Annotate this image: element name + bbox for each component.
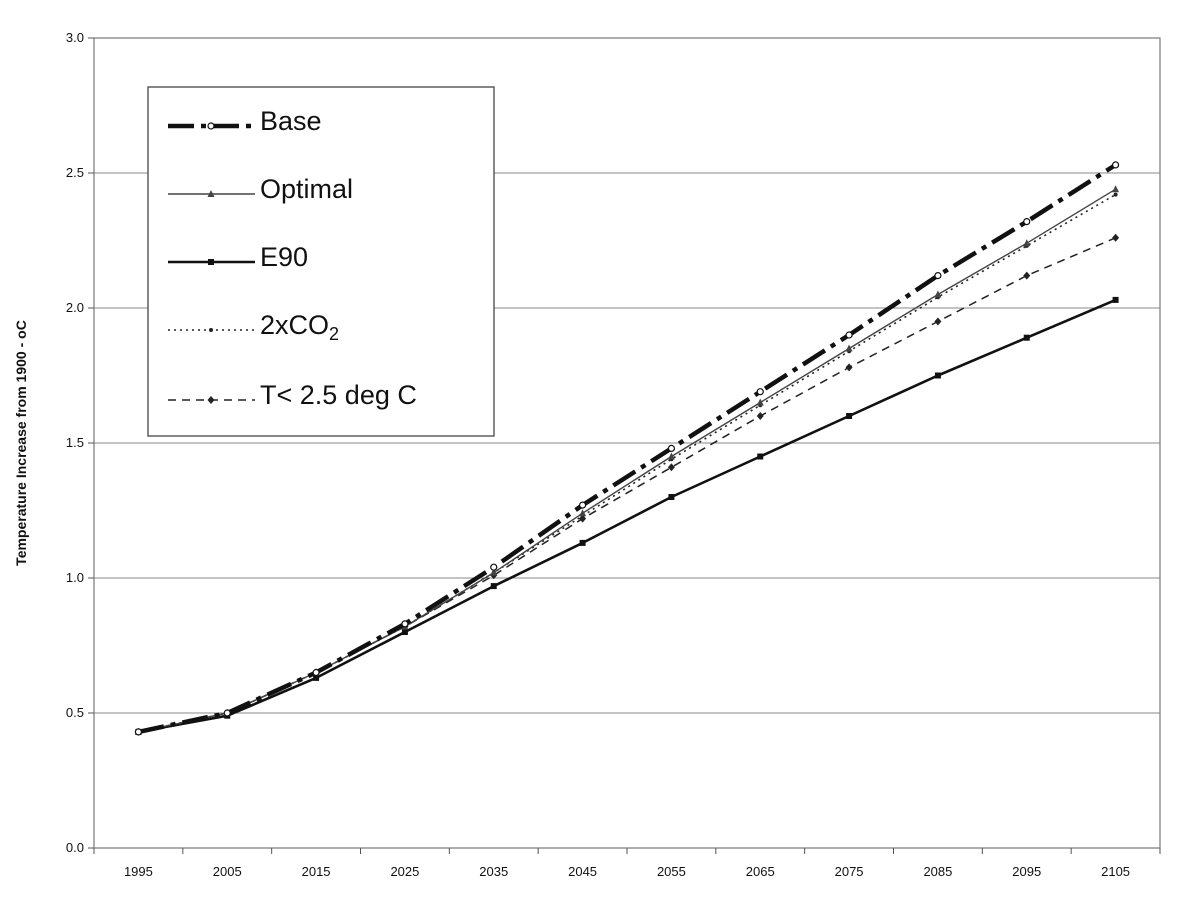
data-point [207, 122, 215, 130]
data-point [1023, 271, 1031, 280]
x-tick-label: 2055 [657, 864, 686, 879]
legend-label: T< 2.5 deg C [260, 380, 417, 410]
data-point [207, 396, 215, 404]
y-tick-label: 2.0 [66, 300, 84, 315]
data-point [756, 398, 764, 406]
x-axis-ticks: 1995 2005 2015 2025 2035 2045 2055 2065 2075 2085… [93, 848, 1161, 879]
data-point [1112, 185, 1120, 193]
data-point [1023, 218, 1031, 226]
legend-label: Base [260, 106, 322, 136]
data-point [757, 453, 764, 460]
data-point [134, 728, 143, 736]
data-point [934, 290, 942, 298]
legend-label: E90 [260, 242, 308, 272]
x-tick-label: 1995 [124, 864, 153, 879]
legend-label: Optimal [260, 174, 353, 204]
y-tick-label: 0.0 [66, 840, 84, 855]
data-point [313, 674, 320, 681]
data-point [1112, 296, 1119, 303]
data-point [667, 444, 676, 452]
series-line [137, 163, 1117, 735]
data-point [756, 412, 764, 420]
x-tick-label: 2095 [1012, 864, 1041, 879]
data-point [401, 620, 409, 628]
y-tick-label: 0.5 [66, 705, 84, 720]
data-point [223, 709, 231, 717]
data-point [1023, 334, 1030, 341]
data-point [1113, 192, 1118, 197]
y-axis-label: Temperature Increase from 1900 - oC [13, 320, 29, 566]
series-base [134, 161, 1120, 736]
data-point [934, 272, 942, 280]
x-tick-label: 2075 [835, 864, 864, 879]
data-point [845, 344, 853, 352]
data-point [845, 331, 853, 339]
y-tick-label: 1.0 [66, 570, 84, 585]
x-tick-label: 2025 [390, 864, 419, 879]
series-line [138, 298, 1117, 734]
data-point [667, 452, 675, 460]
data-point [1111, 161, 1120, 169]
data-point [490, 568, 498, 576]
x-tick-label: 2015 [302, 864, 331, 879]
data-point [578, 501, 587, 509]
series-lines [134, 161, 1120, 736]
y-tick-label: 2.5 [66, 165, 84, 180]
data-point [207, 190, 215, 197]
data-point [312, 668, 320, 677]
data-point [401, 629, 408, 635]
data-point [208, 259, 214, 265]
x-tick-label: 2085 [923, 864, 952, 879]
data-point [845, 363, 853, 372]
y-axis-ticks: 0.0 0.5 1.0 1.5 2.0 2.5 3.0 [66, 30, 94, 855]
x-tick-label: 2035 [479, 864, 508, 879]
data-point [490, 563, 498, 571]
legend: Base Optimal E90 2xCO2 T< 2.5 deg C [147, 86, 495, 437]
data-point [668, 494, 675, 500]
data-point [1112, 233, 1120, 242]
x-tick-label: 2005 [213, 864, 242, 879]
data-point [490, 583, 497, 590]
x-tick-label: 2065 [746, 864, 775, 879]
data-point [1023, 239, 1031, 247]
legend-label: 2xCO2 [260, 310, 339, 344]
y-tick-label: 1.5 [66, 435, 84, 450]
data-point [934, 317, 942, 326]
x-tick-label: 2105 [1101, 864, 1130, 879]
data-point [667, 463, 675, 472]
y-tick-label: 3.0 [66, 30, 84, 45]
data-point [579, 509, 587, 517]
data-point [756, 388, 764, 396]
data-point [209, 328, 213, 332]
data-point [579, 539, 586, 546]
x-tick-label: 2045 [568, 864, 597, 879]
data-point [846, 413, 853, 419]
data-point [934, 372, 941, 379]
